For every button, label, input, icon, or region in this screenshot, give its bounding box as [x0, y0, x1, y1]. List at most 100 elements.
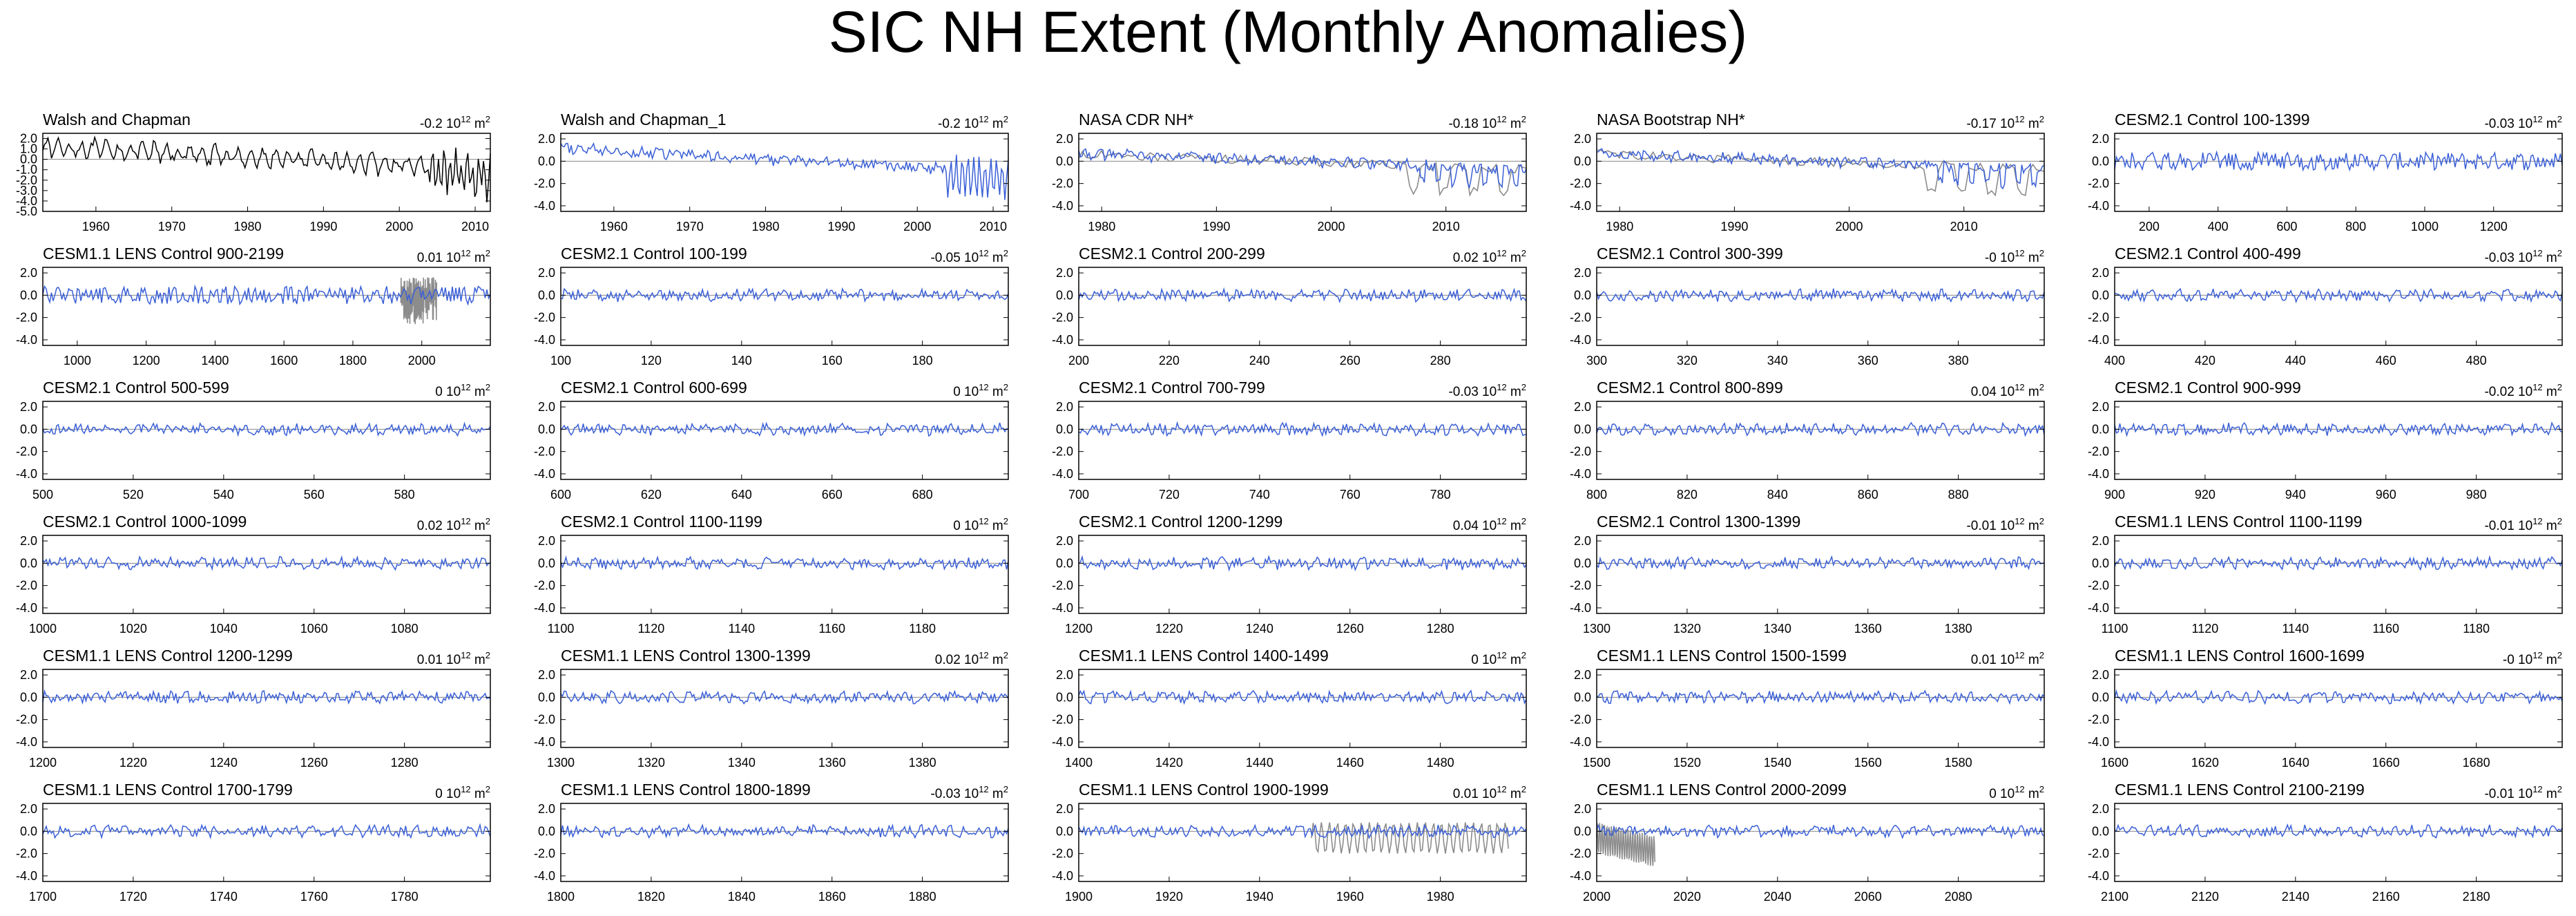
- series-line: [1078, 421, 1526, 437]
- y-tick-label: -2.0: [16, 579, 37, 593]
- x-tick-label: 1990: [827, 220, 855, 233]
- panel-title: CESM1.1 LENS Control 1400-1499: [1079, 647, 1329, 665]
- y-tick-label: -4.0: [2088, 735, 2109, 749]
- x-tick-label: 1990: [1720, 220, 1748, 233]
- series-line: [42, 421, 491, 437]
- y-tick-label: -4.0: [1570, 467, 1591, 481]
- x-tick-label: 1280: [1427, 622, 1454, 636]
- plot-frame: [1596, 133, 2045, 212]
- y-tick-label: -2.0: [534, 177, 555, 191]
- x-tick-label: 1120: [2192, 622, 2219, 636]
- x-tick-label: 120: [641, 354, 662, 368]
- y-tick-label: 0.0: [1056, 556, 1073, 570]
- x-tick-label: 1140: [728, 622, 755, 636]
- series-line: [2114, 150, 2563, 172]
- x-tick-label: 560: [304, 488, 325, 502]
- y-tick-label: 0.0: [2092, 288, 2109, 302]
- y-tick-label: 0.0: [1574, 288, 1591, 302]
- plot-frame: [2114, 669, 2563, 748]
- x-tick-label: 1180: [2463, 622, 2490, 636]
- series-line: [560, 142, 1009, 200]
- y-tick-label: -2.0: [1570, 579, 1591, 593]
- series-line: [1078, 689, 1527, 705]
- y-tick-label: 0.0: [20, 556, 37, 570]
- y-tick-label: -2.0: [1570, 445, 1591, 459]
- plot-frame: [42, 401, 491, 480]
- series-line: [2114, 823, 2563, 839]
- y-tick-label: -2.0: [1052, 445, 1073, 459]
- x-tick-label: 1520: [1673, 756, 1701, 770]
- y-tick-label: 1.0: [20, 142, 37, 156]
- x-tick-label: 800: [1586, 488, 1607, 502]
- x-tick-label: 840: [1767, 488, 1788, 502]
- y-tick-label: 2.0: [2092, 132, 2109, 146]
- plot-frame: [2114, 803, 2563, 882]
- y-tick-label: 0.0: [1574, 824, 1591, 838]
- x-tick-label: 1980: [234, 220, 262, 233]
- plot-frame: [1078, 669, 1527, 748]
- y-tick-label: 2.0: [2092, 668, 2109, 682]
- y-tick-label: 2.0: [1056, 400, 1073, 414]
- y-tick-label: -2.0: [1052, 177, 1073, 191]
- chart-panel: CESM2.1 Control 300-399 -0 1012 m2 2.0 0.0 -…: [1570, 245, 2045, 368]
- x-tick-label: 1020: [119, 622, 147, 636]
- y-tick-label: -4.0: [1570, 735, 1591, 749]
- x-tick-label: 140: [731, 354, 752, 368]
- y-tick-label: -4.0: [534, 333, 555, 347]
- x-tick-label: 2010: [1950, 220, 1978, 233]
- x-tick-label: 2040: [1764, 890, 1791, 904]
- plot-frame: [1078, 267, 1527, 346]
- x-tick-label: 780: [1430, 488, 1451, 502]
- plot-frame: [560, 803, 1009, 882]
- plot-frame: [1078, 133, 1527, 212]
- panel-title: CESM2.1 Control 500-599: [43, 379, 229, 397]
- x-tick-label: 900: [2104, 488, 2125, 502]
- y-tick-label: -2.0: [534, 579, 555, 593]
- reference-series-line: [400, 277, 437, 325]
- panel-mean-value: 0.04 1012 m2: [1971, 382, 2044, 399]
- y-tick-label: -2.0: [534, 713, 555, 727]
- plot-frame: [560, 535, 1009, 614]
- x-tick-label: 1100: [2102, 622, 2128, 636]
- panel-title: CESM1.1 LENS Control 2000-2099: [1597, 781, 1847, 799]
- x-tick-label: 1990: [309, 220, 337, 233]
- x-tick-label: 1960: [600, 220, 628, 233]
- x-tick-label: 220: [1159, 354, 1180, 368]
- panel-mean-value: 0 1012 m2: [435, 382, 490, 399]
- x-tick-label: 1740: [210, 890, 238, 904]
- x-tick-label: 1970: [676, 220, 704, 233]
- reference-series-line: [1596, 823, 1655, 866]
- plot-frame: [2114, 133, 2563, 212]
- x-tick-label: 2000: [408, 354, 436, 368]
- series-line: [1596, 287, 2045, 303]
- x-tick-label: 380: [1948, 354, 1969, 368]
- y-tick-label: 2.0: [20, 400, 37, 414]
- chart-panel: CESM1.1 LENS Control 1400-1499 0 1012 m2 2…: [1052, 647, 1527, 770]
- y-tick-label: -4.0: [534, 735, 555, 749]
- x-tick-label: 800: [2345, 220, 2366, 233]
- panel-title: Walsh and Chapman_1: [561, 111, 727, 128]
- panel-mean-value: 0 1012 m2: [1471, 650, 1526, 667]
- y-tick-label: -2.0: [16, 847, 37, 861]
- series-line: [42, 689, 491, 705]
- x-tick-label: 1860: [818, 890, 846, 904]
- chart-panel: CESM2.1 Control 700-799 -0.03 1012 m2 2.0 0…: [1052, 379, 1527, 502]
- y-tick-label: 0.0: [538, 422, 555, 436]
- x-tick-label: 1380: [909, 756, 936, 770]
- series-line: [2114, 421, 2563, 437]
- y-tick-label: -3.0: [16, 184, 37, 198]
- x-tick-label: 1720: [119, 890, 147, 904]
- panel-title: CESM1.1 LENS Control 1800-1899: [561, 781, 811, 799]
- x-tick-label: 1640: [2282, 756, 2309, 770]
- y-tick-label: -2.0: [534, 311, 555, 325]
- x-tick-label: 1500: [1583, 756, 1611, 770]
- y-tick-label: 2.0: [1056, 534, 1073, 548]
- x-tick-label: 820: [1677, 488, 1698, 502]
- y-tick-label: -2.0: [1052, 579, 1073, 593]
- panel-mean-value: -0.03 1012 m2: [1448, 382, 1526, 399]
- x-tick-label: 1360: [1854, 622, 1882, 636]
- x-tick-label: 600: [550, 488, 571, 502]
- panel-title: CESM2.1 Control 1200-1299: [1079, 513, 1282, 531]
- x-tick-label: 1580: [1945, 756, 1972, 770]
- y-tick-label: -4.0: [1052, 467, 1073, 481]
